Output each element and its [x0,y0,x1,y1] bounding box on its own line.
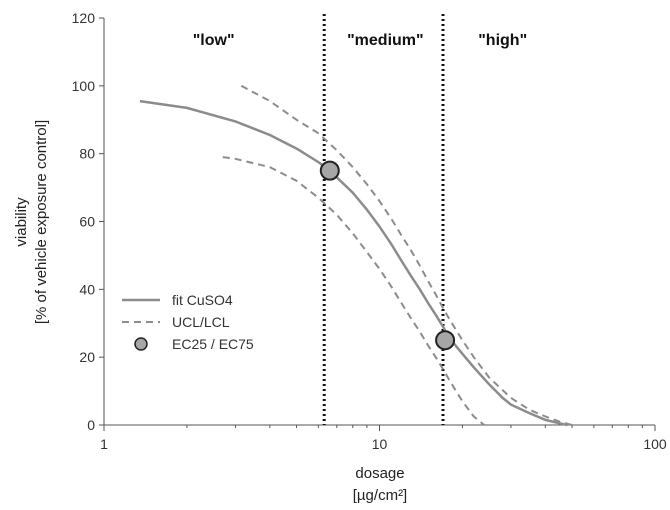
y-tick-label: 80 [79,146,95,162]
y-axis-title: viability [13,197,30,247]
x-tick-label: 1 [100,436,108,452]
ucl-line [240,84,573,426]
ec-point-marker [435,330,456,351]
legend-label: fit CuSO4 [172,292,233,308]
lcl-line [222,156,485,426]
region-label: "high" [478,32,527,49]
y-tick-label: 120 [72,10,96,26]
x-tick-label: 10 [372,436,388,452]
y-tick-label: 100 [72,78,96,94]
x-tick-label: 100 [643,436,667,452]
y-tick-label: 60 [79,214,95,230]
y-tick-label: 40 [79,281,95,297]
y-axis-unit: [% of vehicle exposure control] [33,120,50,324]
region-label: "medium" [347,32,424,49]
region-label: "low" [193,32,235,49]
legend-label: UCL/LCL [172,314,230,330]
x-axis-unit: [µg/cm²] [353,487,407,504]
legend-label: EC25 / EC75 [172,336,254,352]
legend-ec-swatch [134,337,148,351]
x-axis-title: dosage [355,465,404,482]
ec-point-marker [319,160,340,181]
fit-cuso4-line [139,99,568,427]
y-tick-label: 20 [79,349,95,365]
y-tick-label: 0 [87,417,95,433]
